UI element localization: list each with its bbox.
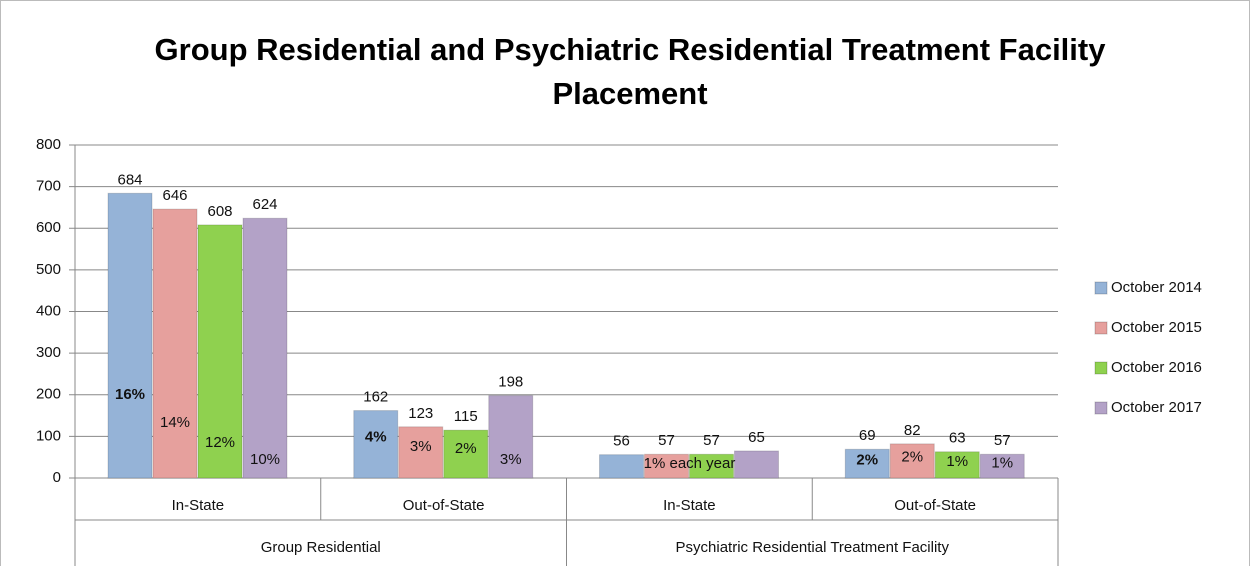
y-tick-label: 600 xyxy=(36,219,61,236)
bar xyxy=(488,395,534,479)
bar xyxy=(107,192,153,479)
legend-swatch xyxy=(1094,361,1108,375)
percent-label: 2% xyxy=(901,448,923,465)
bar xyxy=(734,450,779,479)
x-tick-label: In-State xyxy=(172,497,225,514)
value-label: 115 xyxy=(454,408,478,425)
percent-label: 3% xyxy=(410,438,432,455)
bar xyxy=(844,448,890,479)
y-tick-label: 500 xyxy=(36,261,61,278)
x-tick-label: In-State xyxy=(663,497,716,514)
percent-label: 1% xyxy=(946,453,968,470)
x-tick-label: Out-of-State xyxy=(894,497,976,514)
value-label: 82 xyxy=(904,422,921,439)
bar xyxy=(599,454,644,479)
group-label: Group Residential xyxy=(261,539,381,556)
bar xyxy=(353,410,399,479)
bar xyxy=(934,451,980,479)
legend-label: October 2017 xyxy=(1111,399,1202,416)
y-tick-label: 200 xyxy=(36,386,61,403)
y-tick-label: 800 xyxy=(36,136,61,153)
value-label: 69 xyxy=(859,427,876,444)
bar xyxy=(398,426,444,479)
y-tick-label: 0 xyxy=(53,469,61,486)
value-label: 624 xyxy=(252,196,277,213)
legend-swatch xyxy=(1094,321,1108,335)
percent-label: 10% xyxy=(250,451,280,468)
value-label: 63 xyxy=(949,430,966,447)
bar xyxy=(889,443,935,479)
percent-label: 12% xyxy=(205,434,235,451)
percent-label: 16% xyxy=(115,386,145,403)
bar xyxy=(443,429,489,479)
legend-label: October 2014 xyxy=(1111,279,1202,296)
y-tick-label: 100 xyxy=(36,427,61,444)
value-label: 56 xyxy=(613,433,630,450)
y-tick-label: 700 xyxy=(36,178,61,195)
x-tick-label: Out-of-State xyxy=(403,497,485,514)
percent-label: 14% xyxy=(160,414,190,431)
y-tick-label: 300 xyxy=(36,344,61,361)
legend-label: October 2016 xyxy=(1111,359,1202,376)
legend-label: October 2015 xyxy=(1111,319,1202,336)
bar xyxy=(689,453,734,479)
bar xyxy=(979,453,1025,479)
percent-label: 3% xyxy=(500,451,522,468)
value-label: 646 xyxy=(162,187,187,204)
value-label: 123 xyxy=(408,405,433,422)
bar xyxy=(242,217,288,479)
annotation: 1% each year xyxy=(644,455,736,472)
value-label: 198 xyxy=(498,374,523,391)
legend-swatch xyxy=(1094,281,1108,295)
value-label: 65 xyxy=(748,429,765,446)
value-label: 57 xyxy=(703,432,720,449)
value-label: 57 xyxy=(658,432,675,449)
percent-label: 2% xyxy=(856,452,878,469)
group-label: Psychiatric Residential Treatment Facili… xyxy=(676,539,950,556)
bar xyxy=(152,208,198,479)
bar xyxy=(644,453,689,479)
legend-swatch xyxy=(1094,401,1108,415)
value-label: 684 xyxy=(117,171,142,188)
percent-label: 4% xyxy=(365,429,387,446)
percent-label: 2% xyxy=(455,440,477,457)
value-label: 608 xyxy=(207,203,232,220)
value-label: 57 xyxy=(994,432,1011,449)
chart-title: Group Residential and Psychiatric Reside… xyxy=(154,32,1106,111)
bar xyxy=(197,224,243,479)
percent-label: 1% xyxy=(991,455,1013,472)
value-label: 162 xyxy=(363,389,388,406)
y-tick-label: 400 xyxy=(36,302,61,319)
